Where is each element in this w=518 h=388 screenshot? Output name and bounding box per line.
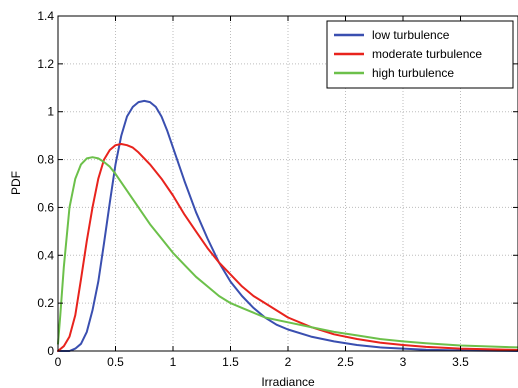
y-tick-label: 0.2 <box>37 296 54 310</box>
y-tick-label: 0 <box>47 344 54 358</box>
x-tick-label: 3 <box>400 355 407 369</box>
y-tick-label: 0.4 <box>37 248 54 262</box>
legend-label: moderate turbulence <box>372 47 482 61</box>
y-tick-label: 1.2 <box>37 57 54 71</box>
series-line-moderate-turbulence <box>57 143 518 352</box>
x-tick-label: 0 <box>55 355 62 369</box>
y-tick-label: 1.4 <box>37 9 54 23</box>
y-tick-label: 0.6 <box>37 200 54 214</box>
x-tick-label: 2 <box>285 355 292 369</box>
legend-label: high turbulence <box>372 66 454 80</box>
y-tick-label: 1 <box>47 105 54 119</box>
x-tick-label: 1.5 <box>222 355 239 369</box>
x-tick-label: 3.5 <box>452 355 469 369</box>
legend-label: low turbulence <box>372 28 450 42</box>
x-axis-label: Irradiance <box>261 375 315 388</box>
x-tick-label: 0.5 <box>107 355 124 369</box>
series-line-high-turbulence <box>57 156 518 349</box>
y-axis-label: PDF <box>9 171 23 195</box>
series-lines <box>57 99 518 352</box>
grid <box>58 16 518 351</box>
legend: low turbulence moderate turbulence high tu… <box>326 20 514 89</box>
x-tick-label: 2.5 <box>337 355 354 369</box>
x-tick-label: 1 <box>170 355 177 369</box>
y-tick-label: 0.8 <box>37 153 54 167</box>
series-line-low-turbulence <box>57 99 518 352</box>
axis-ticks: 0 0.5 1 1.5 2 2.5 3 3.5 0 0.2 0.4 0.6 0.8 1 1.2 1.4 <box>37 9 518 369</box>
